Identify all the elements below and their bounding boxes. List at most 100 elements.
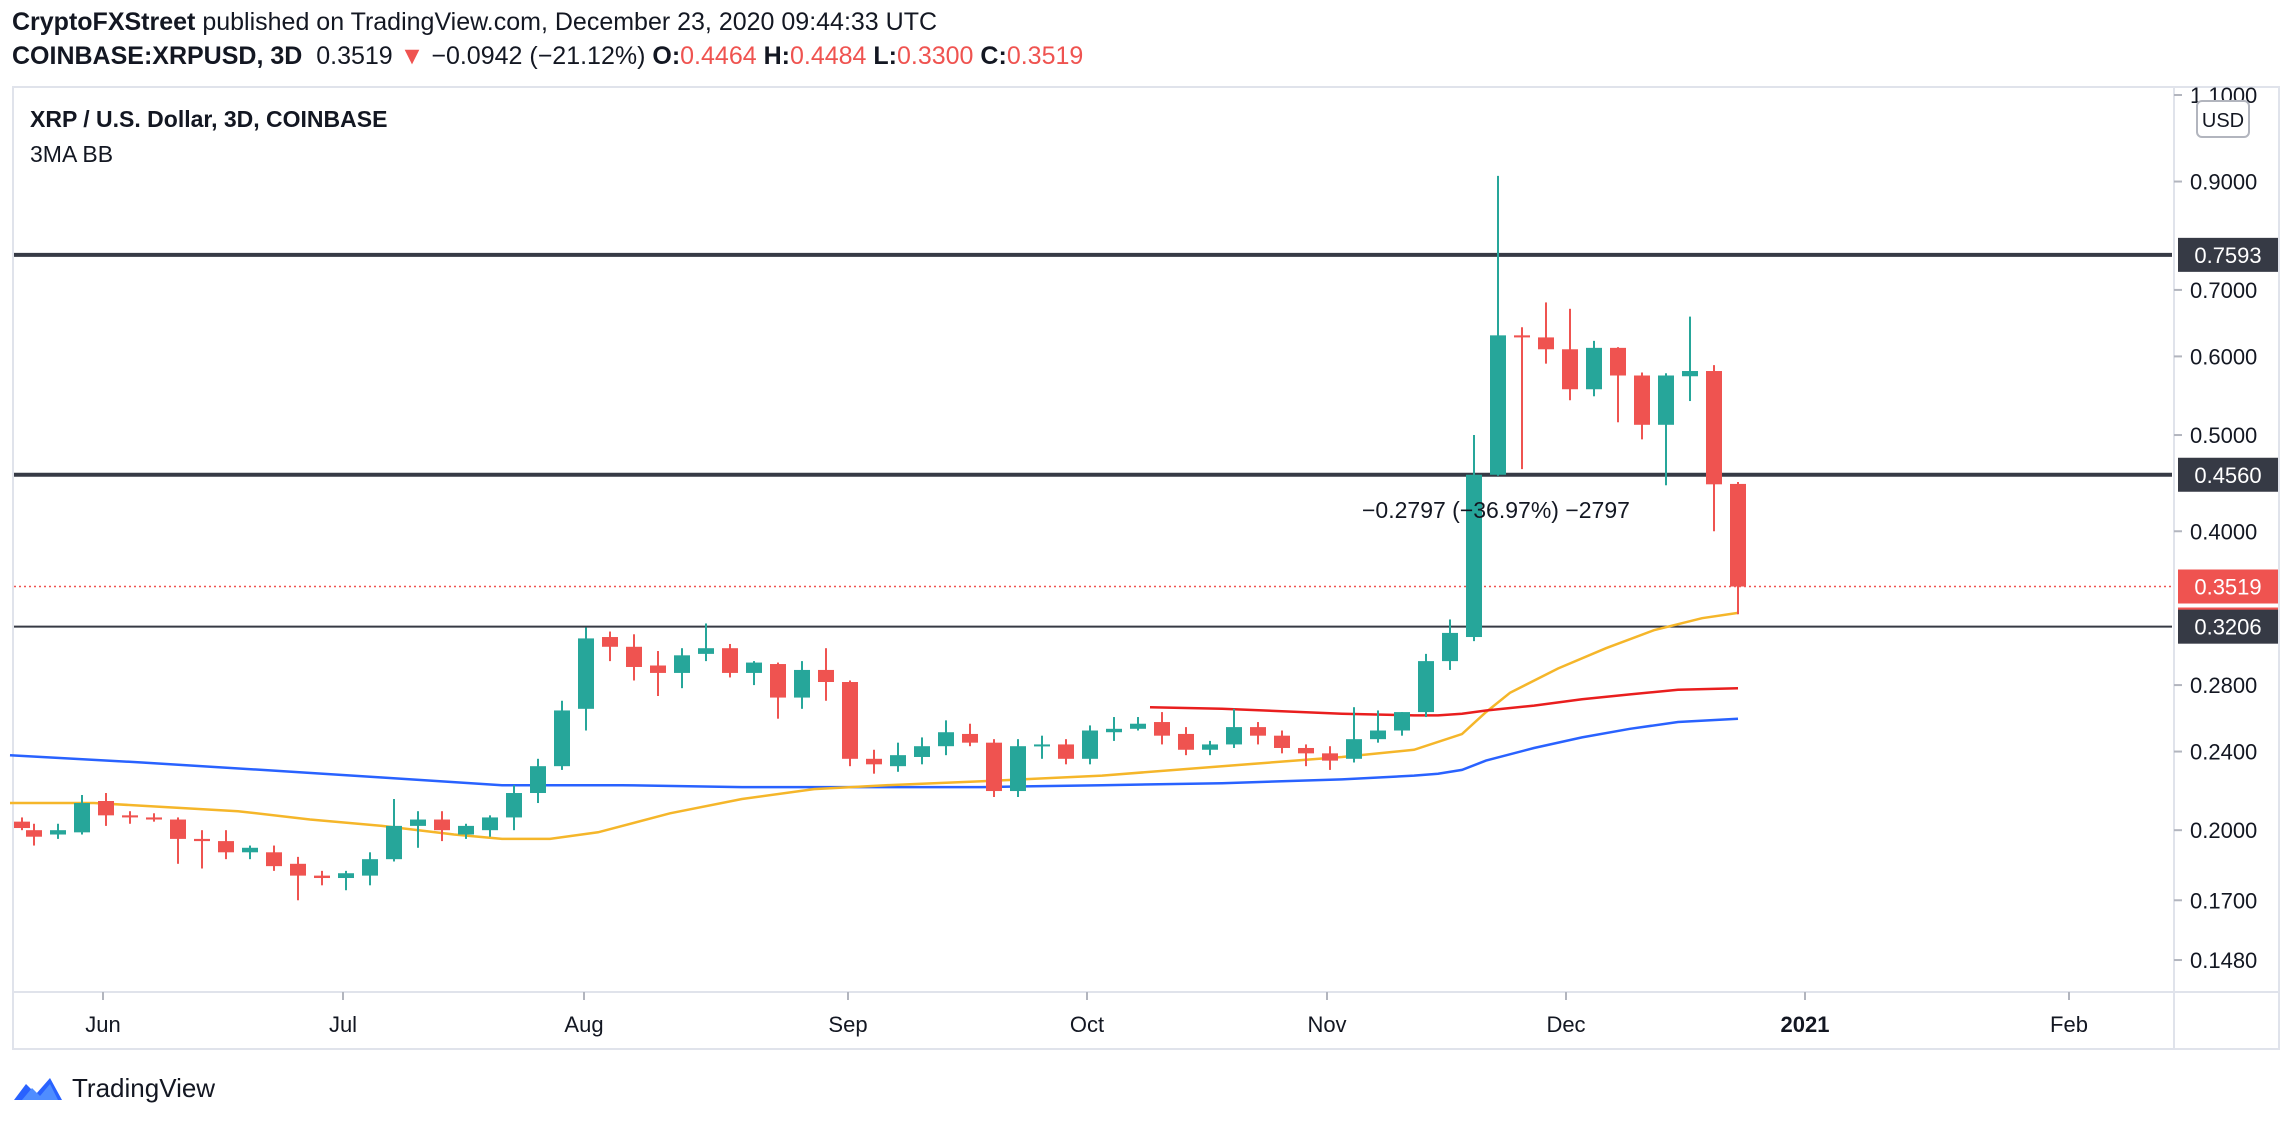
candle-up <box>362 852 378 886</box>
candle-body <box>1202 744 1218 750</box>
candle-body <box>386 825 402 860</box>
candle-body <box>554 710 570 767</box>
candle-body <box>602 637 618 647</box>
candle-down <box>602 631 618 662</box>
measure-annotation: −0.2797 (−36.97%) −2797 <box>1362 497 1630 523</box>
candle-body <box>1394 712 1410 731</box>
candle-body <box>650 665 666 673</box>
candle-body <box>410 819 426 826</box>
candle-up <box>386 798 402 862</box>
candle-up <box>1370 710 1386 743</box>
candle-up <box>794 661 810 709</box>
candle-up <box>1226 708 1242 748</box>
x-tick-label: Nov <box>1307 1012 1346 1037</box>
down-arrow-icon: ▼ <box>399 42 425 70</box>
candle-up <box>698 623 714 662</box>
low-value: 0.3300 <box>897 42 974 70</box>
y-tick-label: 0.2800 <box>2190 673 2257 698</box>
candle-down <box>218 830 234 860</box>
x-tick-label: Sep <box>828 1012 867 1037</box>
candle-up <box>50 823 66 839</box>
candle-up <box>914 737 930 765</box>
candle-body <box>770 664 786 698</box>
candle-down <box>170 817 186 864</box>
moving-average-red <box>1149 686 1739 717</box>
x-tick-label: Aug <box>564 1012 603 1037</box>
candle-body <box>722 648 738 673</box>
candle-body <box>1034 744 1050 747</box>
candle-body <box>866 758 882 765</box>
candle-body <box>218 841 234 853</box>
candle-body <box>626 646 642 667</box>
candle-body <box>1058 744 1074 759</box>
candle-down <box>314 870 330 886</box>
candle-down <box>266 845 282 871</box>
candle-down <box>122 811 138 824</box>
y-tick-label: 0.1700 <box>2190 888 2257 913</box>
indicator-legend[interactable]: 3MA BB <box>30 141 114 167</box>
y-tick-label: 0.2400 <box>2190 740 2257 765</box>
price-label-text: 0.4560 <box>2194 463 2261 488</box>
x-tick-label: Dec <box>1546 1012 1585 1037</box>
candle-body <box>482 817 498 831</box>
x-tick-label: Oct <box>1070 1012 1104 1037</box>
candle-body <box>818 669 834 683</box>
candle-up <box>890 742 906 772</box>
candle-up <box>746 661 762 686</box>
candle-down <box>26 823 42 846</box>
candle-body <box>1442 632 1458 662</box>
candle-down <box>770 662 786 719</box>
candle-body <box>1490 335 1506 475</box>
currency-button[interactable]: USD <box>2196 100 2250 138</box>
tradingview-logo[interactable]: TradingView <box>12 1068 215 1108</box>
y-tick-label: 0.1480 <box>2190 948 2257 973</box>
price-label-last: 0.3519 <box>2178 569 2278 604</box>
candle-down <box>1298 744 1314 767</box>
x-tick-label: Feb <box>2050 1012 2088 1037</box>
candle-body <box>146 817 162 820</box>
price-label-text: 0.7593 <box>2194 243 2261 268</box>
candle-body <box>1706 371 1722 485</box>
candle-body <box>1226 727 1242 745</box>
candle-body <box>314 875 330 879</box>
candle-up <box>1010 739 1026 797</box>
price-label-bg <box>2178 237 2278 272</box>
candle-down <box>1538 302 1554 364</box>
candle-up <box>1658 373 1674 486</box>
candle-up <box>674 648 690 689</box>
candle-up <box>1130 717 1146 731</box>
candle-body <box>1682 371 1698 377</box>
candle-body <box>674 655 690 673</box>
price-label-text: 0.3519 <box>2194 575 2261 600</box>
candle-up <box>1490 175 1506 476</box>
moving-average-orange <box>10 611 1739 841</box>
candle-up <box>578 627 594 731</box>
x-tick-label: Jun <box>85 1012 120 1037</box>
candle-up <box>338 870 354 891</box>
candle-down <box>98 793 114 826</box>
candle-down <box>1706 365 1722 532</box>
chart-frame[interactable] <box>12 86 2280 1050</box>
candle-down <box>818 648 834 701</box>
candle-down <box>866 749 882 774</box>
candle-body <box>1010 746 1026 792</box>
price-label-bg <box>2178 609 2278 644</box>
candle-body <box>26 830 42 837</box>
candle-body <box>914 746 930 757</box>
candle-body <box>1538 337 1554 350</box>
candle-body <box>362 859 378 876</box>
publish-text: published on TradingView.com, December 2… <box>195 8 938 36</box>
candle-body <box>1082 730 1098 759</box>
candle-up <box>1682 316 1698 402</box>
candle-down <box>1514 327 1530 470</box>
candle-up <box>1586 340 1602 397</box>
candle-up <box>1466 435 1482 642</box>
candle-down <box>1250 722 1266 745</box>
candle-body <box>1610 347 1626 376</box>
candle-body <box>458 825 474 835</box>
close-value: 0.3519 <box>1006 42 1084 70</box>
price-label-bg <box>2178 457 2278 492</box>
candle-body <box>1466 474 1482 638</box>
candle-body <box>170 819 186 839</box>
